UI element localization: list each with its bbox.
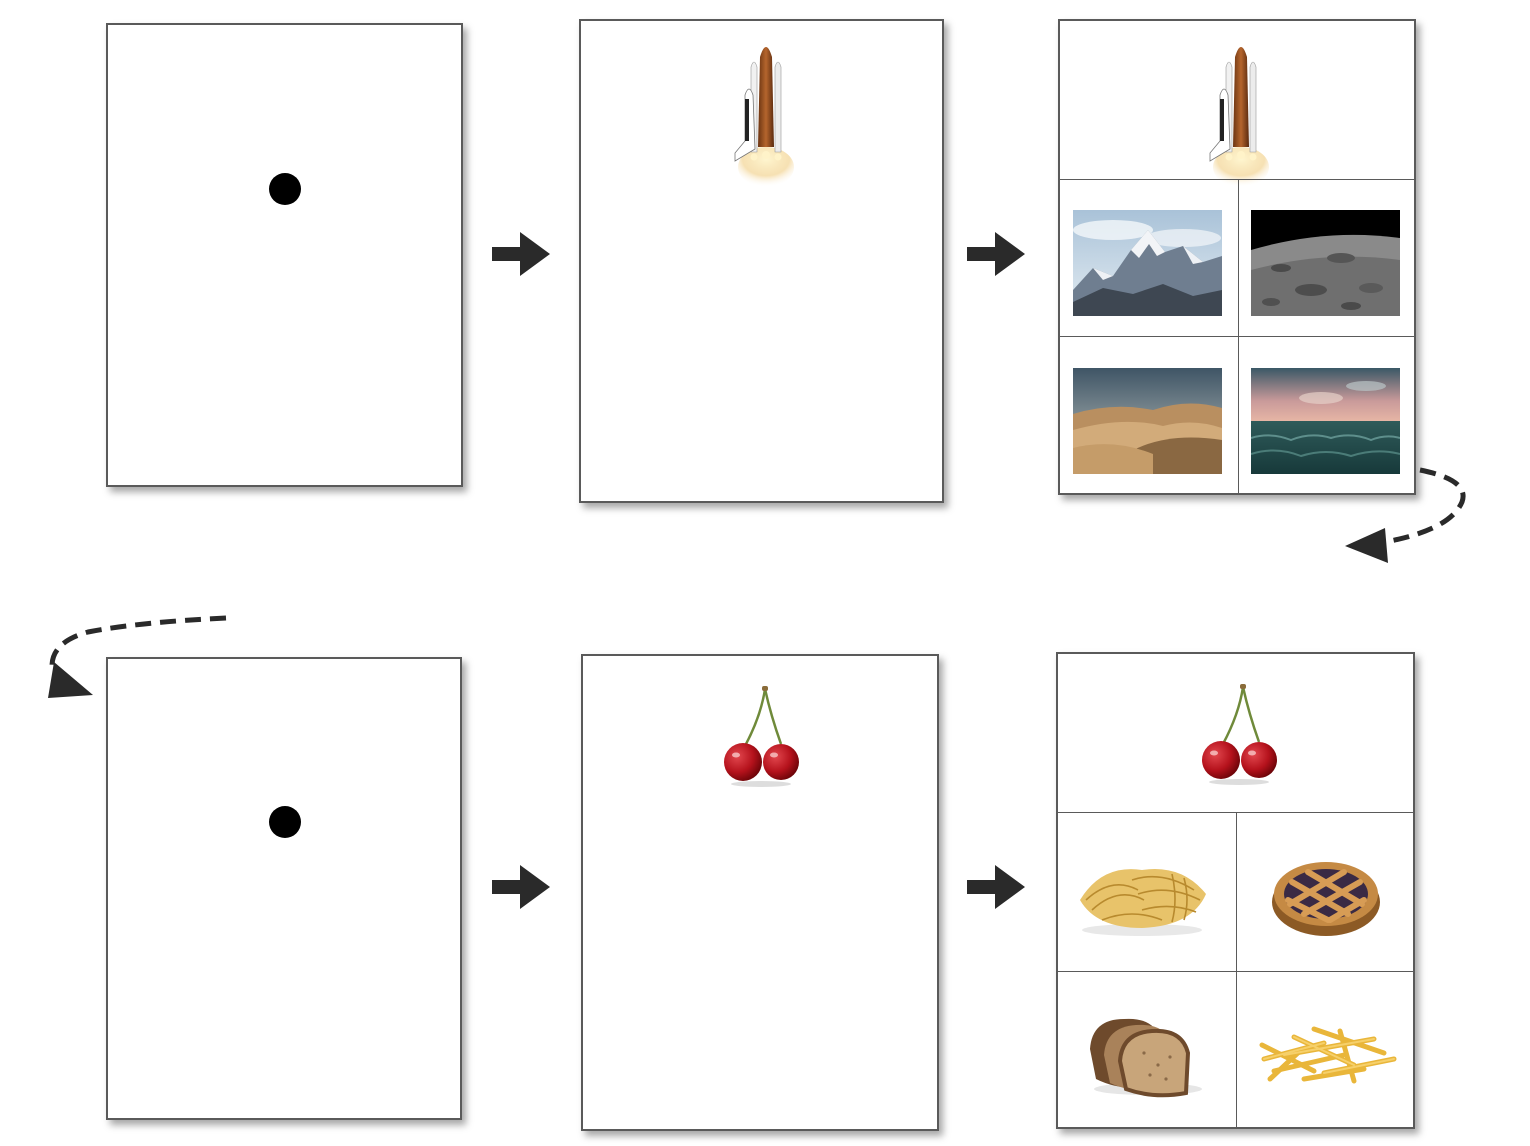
pie-icon <box>1272 862 1380 936</box>
grid-divider <box>1058 971 1413 972</box>
desert-dunes-photo-icon <box>1073 368 1222 474</box>
fixation-screen-1 <box>106 23 463 487</box>
cue-screen-1 <box>579 19 944 503</box>
cue-screen-2 <box>581 654 939 1131</box>
grid-divider <box>1238 179 1239 493</box>
grid-divider <box>1058 812 1413 813</box>
grid-divider <box>1060 179 1414 180</box>
space-shuttle-icon <box>1209 47 1269 187</box>
right-arrow-icon <box>967 865 1025 909</box>
pasta-icon <box>1080 869 1206 936</box>
right-arrow-icon <box>967 232 1025 276</box>
fixation-screen-2 <box>106 657 462 1120</box>
french-fries-icon <box>1259 1026 1397 1084</box>
cherries-icon <box>1202 684 1277 785</box>
fixation-dot <box>269 806 301 838</box>
choice-screen-1 <box>1058 19 1416 495</box>
choice-screen-2 <box>1056 652 1415 1129</box>
ocean-sunset-photo-icon <box>1251 368 1400 474</box>
right-arrow-icon <box>492 865 550 909</box>
bread-icon <box>1090 1018 1202 1098</box>
right-arrow-icon <box>492 232 550 276</box>
space-shuttle-icon <box>734 47 794 187</box>
moon-surface-photo-icon <box>1251 210 1400 316</box>
fixation-dot <box>269 173 301 205</box>
mountains-photo-icon <box>1073 210 1222 316</box>
grid-divider <box>1236 812 1237 1127</box>
grid-divider <box>1060 336 1414 337</box>
cherries-icon <box>724 686 799 787</box>
